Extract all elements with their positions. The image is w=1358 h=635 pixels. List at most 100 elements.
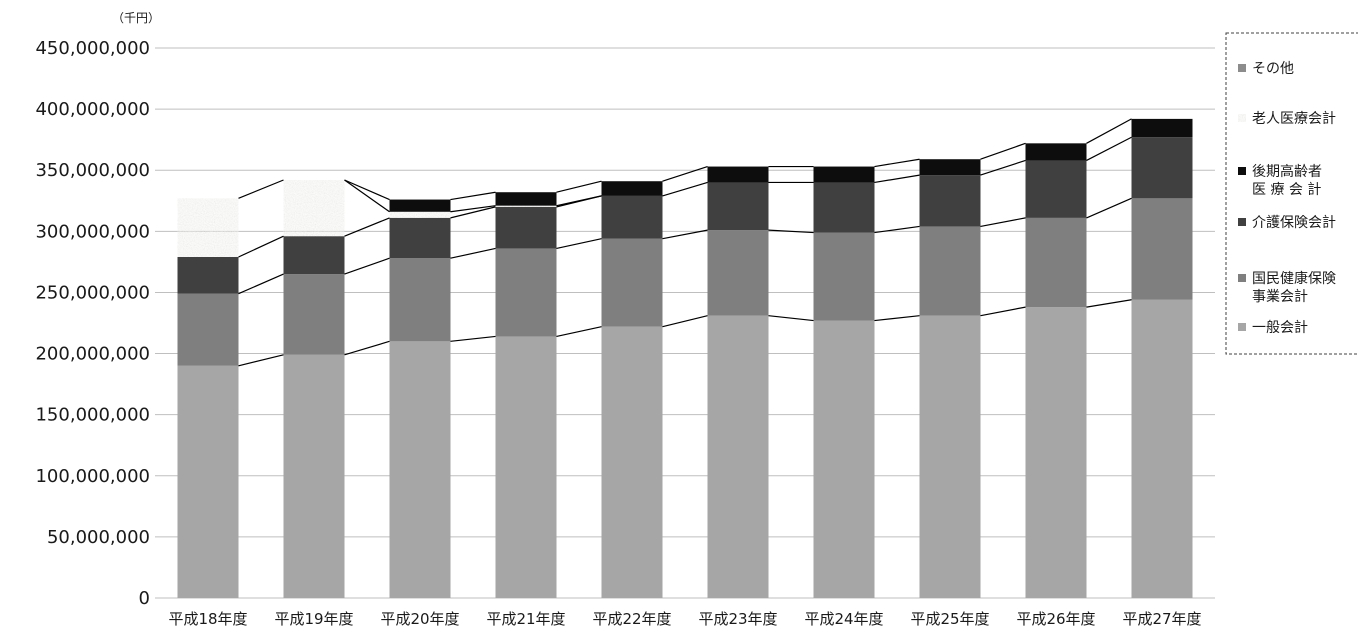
bar-segment [389,341,451,598]
bar-segment [495,192,557,206]
series-connector-line [1086,118,1132,144]
series-connector-line [980,142,1026,160]
bar-segment [389,258,451,342]
legend-label: 国民健康保険 [1252,270,1336,287]
y-tick-label: 0 [139,588,150,609]
legend-label: 事業会計 [1252,289,1308,305]
series-connector-line [662,315,708,328]
legend-label: 後期高齢者 [1252,163,1322,180]
x-tick-label: 平成24年度 [804,610,883,628]
series-connector-line [450,247,496,259]
bar-segment [1025,217,1087,308]
series-connector-line [980,306,1026,317]
series-connector-line [874,158,920,168]
bar-segment [919,175,981,227]
y-tick-label: 50,000,000 [47,527,150,548]
x-tick-label: 平成26年度 [1016,610,1095,628]
bar-segment [601,195,663,239]
x-tick-label: 平成27年度 [1122,610,1201,628]
x-tick-label: 平成21年度 [486,610,565,628]
legend-swatch [1238,114,1246,122]
bar-segment [1131,299,1193,598]
bar-segment [389,217,451,259]
x-tick-label: 平成19年度 [274,610,353,628]
series-connector-lines [238,118,1132,367]
bar-segment [283,236,345,275]
series-connector-line [1086,136,1132,161]
series-connector-line [980,159,1026,176]
series-connector-line [980,217,1026,228]
y-tick-label: 400,000,000 [35,99,150,120]
x-tick-label: 平成23年度 [698,610,777,628]
bar-segment [1025,307,1087,598]
bar-segment [919,226,981,316]
series-connector-line [556,326,602,338]
series-connector-line [556,195,602,207]
y-tick-label: 250,000,000 [35,282,150,303]
legend-swatch [1238,64,1246,72]
bar-segment [389,211,451,218]
series-connector-line [344,257,390,275]
legend-label: 医 療 会 計 [1252,181,1321,198]
bar-segment [1131,198,1193,300]
x-axis-tick-labels: 平成18年度 平成19年度 平成20年度 平成21年度 平成22年度 平成23年度 平成24… [168,610,1201,628]
bar-segment [283,354,345,598]
bar-segment [919,159,981,176]
x-tick-label: 平成18年度 [168,610,247,628]
series-connector-line [450,205,496,213]
bar-segment [601,326,663,598]
series-connector-line [768,229,814,234]
bar-segment [813,182,875,233]
x-tick-label: 平成25年度 [910,610,989,628]
bar-segment [177,365,239,598]
bar-segment [283,180,345,237]
bar-segment [495,248,557,337]
bar-segment [1131,137,1193,199]
y-tick-label: 200,000,000 [35,344,150,365]
series-connector-line [238,179,284,199]
series-connector-line [344,340,390,356]
series-connector-line [662,165,708,182]
legend-label: 老人医療会計 [1252,110,1336,127]
legend-box [1225,32,1358,355]
bar-segment [177,257,239,294]
y-axis-unit-label: （千円） [112,11,160,25]
y-tick-label: 100,000,000 [35,466,150,487]
legend-swatch [1238,167,1246,175]
legend-swatch [1238,323,1246,331]
series-connector-line [1086,197,1132,219]
series-connector-line [450,206,496,219]
bar-segment [495,205,557,207]
series-connector-line [450,335,496,342]
series-connector-line [874,225,920,234]
legend-label: 一般会計 [1252,320,1308,336]
bar-segment [1025,143,1087,161]
bar-segment [707,166,769,183]
series-connector-line [344,179,390,201]
bar-segment [177,293,239,366]
bar-segment [495,336,557,598]
y-tick-label: 150,000,000 [35,405,150,426]
bar-segment [707,182,769,231]
series-connector-line [556,180,602,193]
x-tick-label: 平成22年度 [592,610,671,628]
series-connector-line [662,181,708,197]
series-connector-line [238,235,284,258]
bar-segment [283,274,345,355]
series-connector-line [1086,299,1132,308]
series-connector-line [662,229,708,240]
bar-segment [1025,160,1087,218]
bar-segment [919,315,981,598]
series-connector-line [238,273,284,295]
bars [177,118,1193,598]
bar-segment [813,166,875,183]
series-connector-line [344,217,390,237]
bar-segment [707,315,769,598]
y-tick-label: 350,000,000 [35,160,150,181]
bar-segment [389,199,451,212]
series-connector-line [874,174,920,184]
bar-segment [813,320,875,598]
